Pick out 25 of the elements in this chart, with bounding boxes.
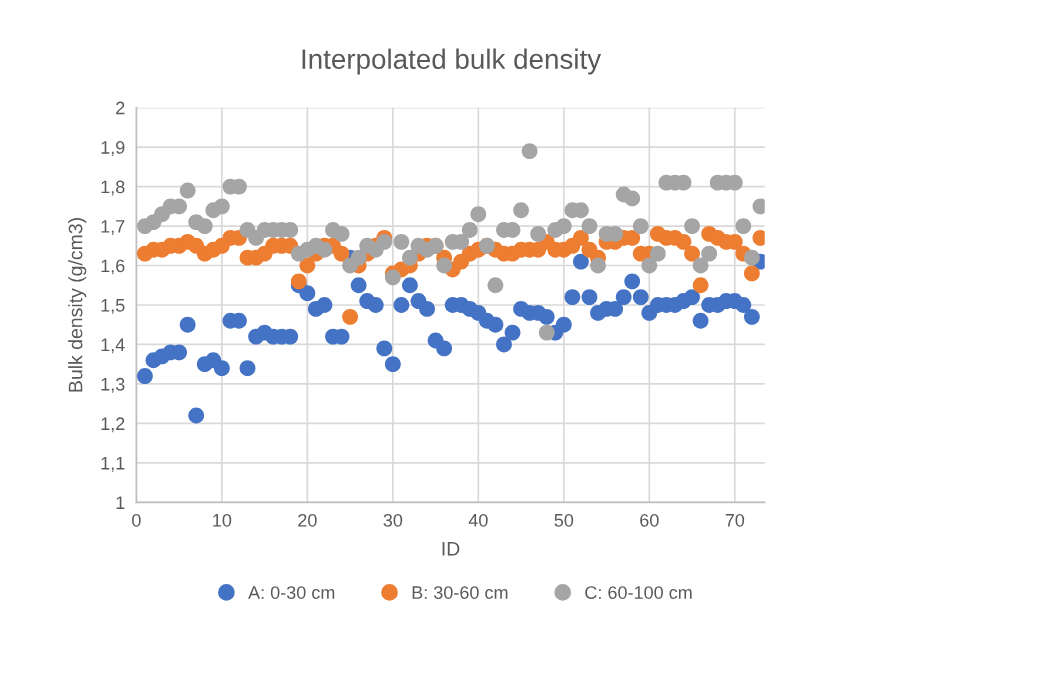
y-tick-label: 1,6	[101, 259, 125, 275]
y-tick-label: 2	[116, 101, 125, 115]
y-tick-label: 1,8	[101, 180, 125, 196]
chart-title: Interpolated bulk density	[302, 48, 602, 75]
x-tick-label: 50	[554, 513, 574, 527]
legend-label: A: 0-30 cm	[248, 586, 335, 599]
x-tick-label: 0	[132, 513, 141, 527]
y-tick-label: 1,4	[101, 338, 125, 354]
x-tick-label: 20	[298, 513, 317, 527]
y-tick-label: 1,1	[101, 456, 125, 472]
y-tick-label: 1,3	[101, 377, 125, 393]
x-tick-label: 60	[640, 513, 659, 527]
x-tick-label: 10	[213, 513, 232, 527]
x-tick-label: 30	[383, 513, 403, 527]
x-tick-label: 40	[468, 513, 488, 527]
y-axis-title: Bulk density (g/cm3)	[68, 218, 87, 392]
x-tick-label: 70	[725, 513, 745, 527]
y-tick-label: 1,5	[101, 299, 125, 314]
y-tick-label: 1	[116, 496, 125, 509]
y-tick-label: 1,2	[101, 417, 125, 433]
legend-label: B: 30-60 cm	[412, 586, 508, 599]
y-tick-label: 1,9	[101, 141, 125, 156]
y-tick-label: 1,7	[101, 220, 125, 235]
x-axis-title: ID	[442, 542, 460, 556]
legend-label: C: 60-100 cm	[585, 586, 692, 599]
